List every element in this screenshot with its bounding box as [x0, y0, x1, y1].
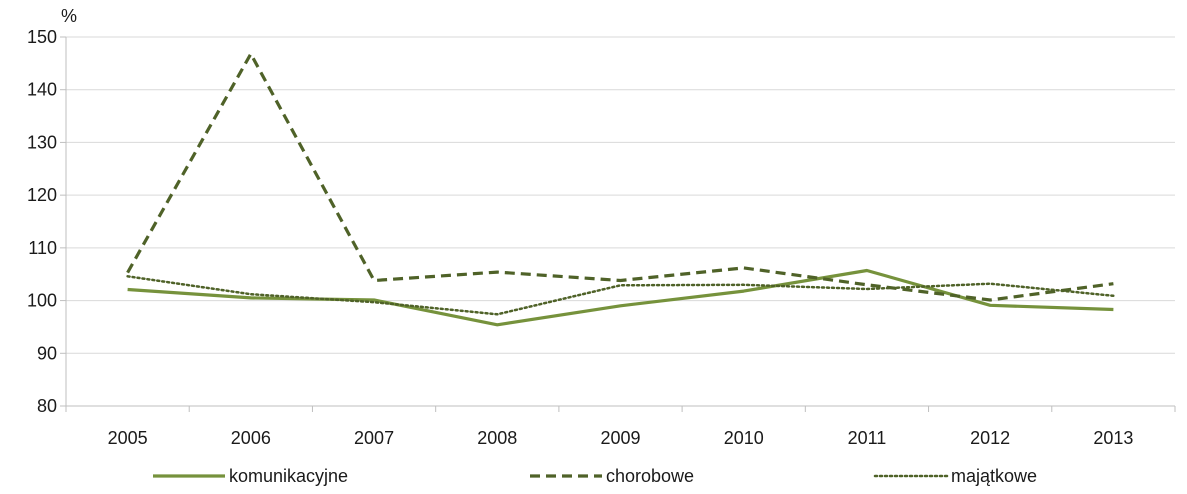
y-tick-label: 100 — [27, 291, 57, 311]
x-tick-label: 2008 — [477, 428, 517, 448]
x-tick-label: 2005 — [108, 428, 148, 448]
x-tick-label: 2010 — [724, 428, 764, 448]
y-axis-ticks: 80 90 100 110 120 130 140 150 — [27, 27, 57, 416]
y-tick-label: 130 — [27, 132, 57, 152]
y-tick-label: 140 — [27, 80, 57, 100]
legend-label-komunikacyjne: komunikacyjne — [229, 466, 348, 486]
series-line-chorobowe — [126, 52, 1114, 302]
y-tick-label: 150 — [27, 27, 57, 47]
x-tick-label: 2011 — [848, 428, 887, 448]
series-line-majątkowe — [126, 275, 1115, 316]
series-lines — [126, 52, 1115, 327]
y-tick-label: 80 — [37, 396, 57, 416]
x-axis-ticks: 2005 2006 2007 2008 2009 2010 2011 2012 2013 — [108, 428, 1134, 448]
x-tick-label: 2006 — [231, 428, 271, 448]
legend-label-chorobowe: chorobowe — [606, 466, 694, 486]
y-tick-label: 110 — [28, 238, 57, 258]
gridlines — [66, 36, 1175, 354]
x-tick-label: 2009 — [600, 428, 640, 448]
x-tick-label: 2007 — [354, 428, 394, 448]
y-tick-label: 90 — [37, 343, 57, 363]
legend-label-majątkowe: majątkowe — [951, 466, 1037, 486]
axes — [60, 36, 1176, 412]
x-tick-label: 2012 — [970, 428, 1010, 448]
series-line-komunikacyjne — [127, 268, 1114, 327]
y-tick-label: 120 — [27, 185, 57, 205]
y-unit-label: % — [61, 6, 77, 26]
x-tick-label: 2013 — [1093, 428, 1133, 448]
legend: komunikacyjne chorobowe majątkowe — [153, 466, 1037, 486]
